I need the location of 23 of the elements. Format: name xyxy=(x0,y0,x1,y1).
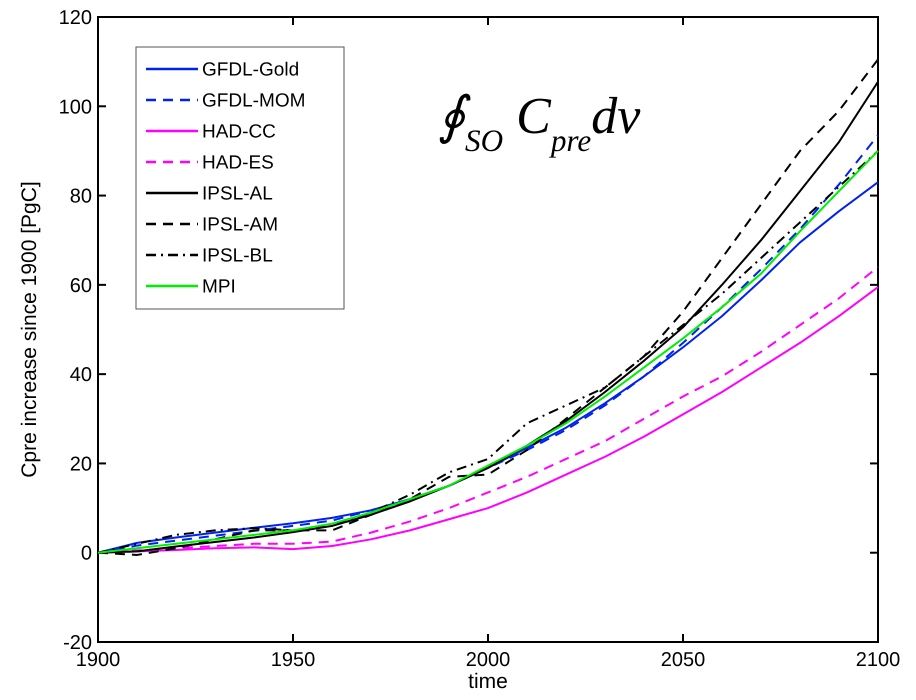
legend-label: IPSL-BL xyxy=(202,246,273,267)
legend-label: GFDL-MOM xyxy=(202,90,306,112)
y-tick-label: 40 xyxy=(70,364,92,386)
y-axis-title: Cpre increase since 1900 [PgC] xyxy=(18,181,41,478)
legend-label: HAD-ES xyxy=(202,152,274,174)
x-tick-label: 1900 xyxy=(76,649,120,671)
legend-label: MPI xyxy=(202,276,236,298)
legend-label: GFDL-Gold xyxy=(202,60,300,81)
x-tick-label: 1950 xyxy=(270,649,316,671)
x-tick-label: 2100 xyxy=(856,649,900,671)
y-tick-label: 60 xyxy=(70,274,92,297)
y-tick-label: 80 xyxy=(70,186,92,208)
y-tick-label: 20 xyxy=(70,453,92,476)
x-tick-label: 2000 xyxy=(466,649,510,671)
x-tick-label: 2050 xyxy=(660,649,706,671)
y-tick-label: 0 xyxy=(80,542,92,565)
annotation: ∮$_{SO}$ C$_{pre}$dv xyxy=(438,88,642,158)
legend-label: IPSL-AM xyxy=(202,214,278,236)
y-tick-label: 100 xyxy=(58,96,92,118)
y-tick-label: 120 xyxy=(58,7,92,29)
x-axis-title: time xyxy=(468,670,508,693)
legend-label: IPSL-AL xyxy=(202,184,273,205)
legend-label: HAD-CC xyxy=(202,122,276,143)
